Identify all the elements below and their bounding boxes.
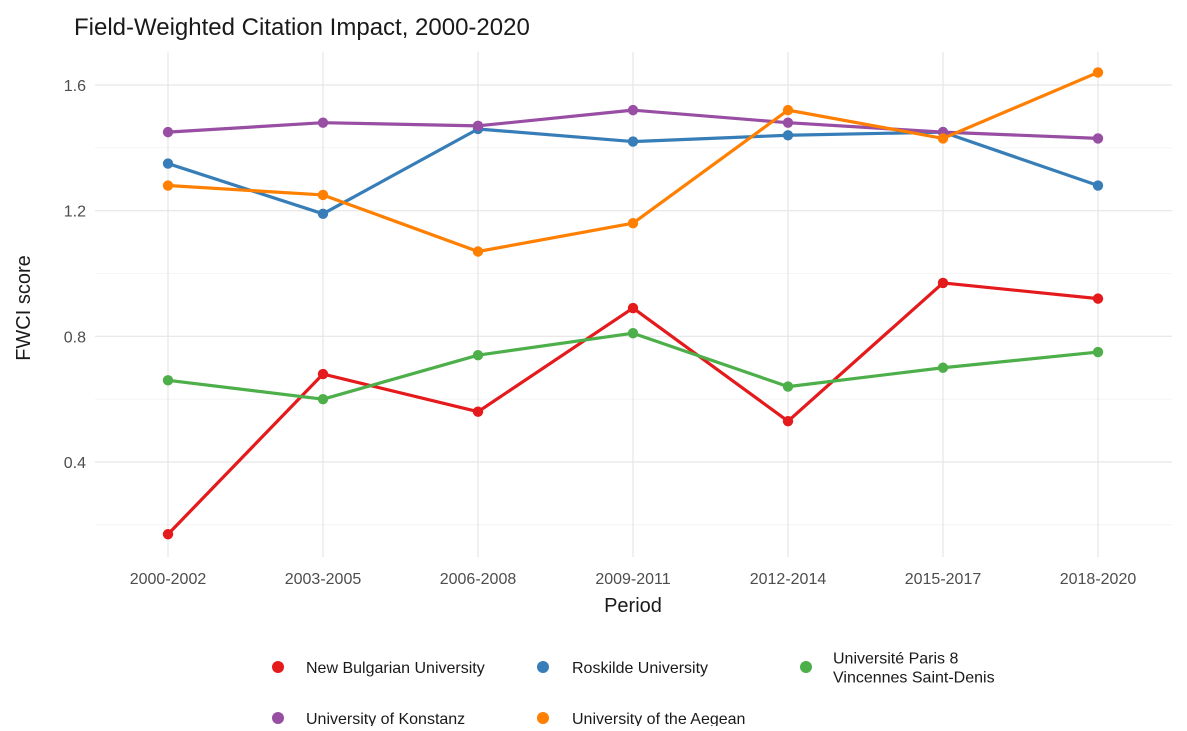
data-point	[627, 104, 639, 116]
data-point	[627, 136, 639, 147]
legend-item: Roskilde University	[537, 660, 708, 677]
chart-title: Field-Weighted Citation Impact, 2000-202…	[74, 14, 530, 41]
data-point	[317, 393, 329, 405]
data-point	[317, 208, 329, 220]
data-point	[782, 104, 794, 116]
data-point	[317, 117, 329, 128]
legend-label: Université Paris 8 Vincennes Saint-Denis	[833, 651, 995, 687]
y-tick-label: 0.8	[64, 329, 86, 346]
data-point	[1092, 133, 1104, 144]
y-tick-label: 0.4	[64, 455, 86, 472]
legend-item: University of Konstanz	[272, 711, 465, 728]
legend-key	[537, 661, 549, 673]
data-point	[627, 302, 639, 314]
x-axis-title: Period	[604, 595, 662, 617]
data-point	[162, 375, 174, 386]
data-point	[162, 529, 174, 540]
data-point	[472, 246, 484, 257]
legend-item: University of the Aegean	[537, 711, 745, 728]
y-tick-label: 1.2	[64, 204, 86, 221]
data-point	[1092, 293, 1104, 304]
legend-item: New Bulgarian University	[272, 660, 485, 677]
legend-label: New Bulgarian University	[306, 660, 485, 677]
legend-label: Roskilde University	[572, 660, 708, 677]
data-point	[162, 126, 174, 138]
data-point	[782, 117, 794, 128]
y-tick-labels: 0.4 0.8 1.2 1.6	[64, 78, 86, 472]
data-point	[317, 368, 329, 380]
legend: New Bulgarian University Roskilde Univers…	[272, 651, 995, 728]
x-tick-label: 2003-2005	[285, 571, 362, 588]
data-point	[782, 130, 794, 141]
x-tick-label: 2015-2017	[905, 571, 982, 588]
data-point	[782, 415, 794, 427]
data-point	[472, 120, 484, 132]
data-point	[937, 133, 949, 144]
data-point	[1092, 180, 1104, 191]
data-point	[472, 349, 484, 361]
y-tick-label: 1.6	[64, 78, 86, 95]
legend-key	[272, 712, 284, 724]
x-tick-labels: 2000-2002 2003-2005 2006-2008 2009-2011 2012…	[130, 571, 1137, 588]
data-point	[162, 180, 174, 191]
data-point	[1092, 67, 1104, 78]
series-points	[162, 67, 1104, 540]
data-point	[472, 406, 484, 417]
data-point	[782, 381, 794, 392]
data-point	[162, 158, 174, 169]
x-tick-label: 2006-2008	[440, 571, 517, 588]
legend-label: University of Konstanz	[306, 711, 465, 726]
legend-key	[800, 661, 812, 673]
legend-key	[272, 661, 284, 673]
data-point	[1092, 346, 1104, 358]
legend-key	[537, 712, 549, 724]
data-point	[937, 277, 949, 289]
data-point	[937, 362, 949, 373]
legend-item: Université Paris 8 Vincennes Saint-Denis	[800, 651, 995, 687]
data-point	[317, 189, 329, 201]
x-tick-label: 2018-2020	[1060, 571, 1137, 588]
data-point	[627, 218, 639, 229]
x-tick-label: 2000-2002	[130, 571, 207, 588]
x-tick-label: 2012-2014	[750, 571, 827, 588]
legend-label: University of the Aegean	[572, 711, 745, 726]
data-point	[627, 327, 639, 339]
y-axis-title: FWCI score	[13, 255, 35, 361]
x-tick-label: 2009-2011	[595, 571, 670, 588]
